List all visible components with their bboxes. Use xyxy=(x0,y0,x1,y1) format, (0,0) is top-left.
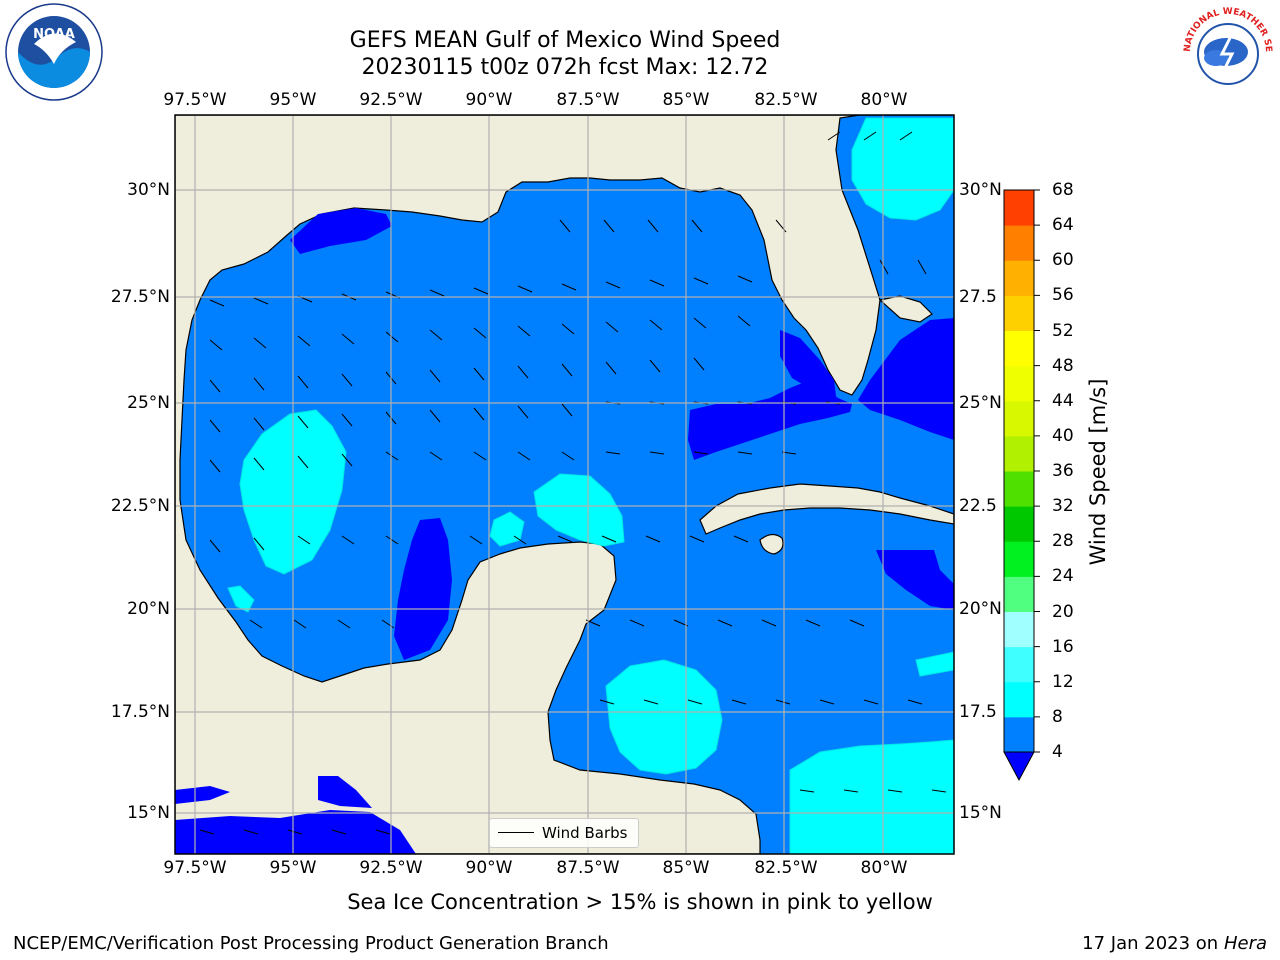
lon-tick-top: 80°W xyxy=(860,90,908,110)
lat-tick-right: 15°N xyxy=(959,803,1002,823)
map-frame xyxy=(174,114,955,855)
lat-tick-left: 15°N xyxy=(127,803,170,823)
colorbar-band xyxy=(1004,506,1034,542)
lon-tick-top: 82.5°W xyxy=(754,90,818,110)
lon-tick-top: 87.5°W xyxy=(556,90,620,110)
lat-tick-right: 30°N xyxy=(959,180,1002,200)
lon-tick-top: 85°W xyxy=(662,90,710,110)
colorbar-band xyxy=(1004,190,1034,226)
land-us-gulf-coast xyxy=(175,115,954,854)
land-bahamas xyxy=(878,295,933,323)
colorbar-band xyxy=(1004,576,1034,612)
lat-tick-right: 27.5 xyxy=(959,287,997,307)
lon-tick-bottom: 95°W xyxy=(269,858,317,878)
land-isla-juventud xyxy=(759,533,784,555)
lat-tick-left: 17.5°N xyxy=(110,702,170,722)
colorbar-tick-label: 64 xyxy=(1052,215,1074,236)
lat-tick-right: 22.5 xyxy=(959,496,997,516)
footer-date-text: 17 Jan 2023 on xyxy=(1082,933,1224,954)
colorbar-band xyxy=(1004,681,1034,718)
lon-tick-bottom: 87.5°W xyxy=(556,858,620,878)
colorbar-band xyxy=(1004,260,1034,296)
colorbar-tick-label: 56 xyxy=(1052,285,1074,306)
colorbar xyxy=(1003,189,1040,782)
lon-tick-bottom: 85°W xyxy=(662,858,710,878)
colorbar-band xyxy=(1004,611,1034,648)
legend-label: Wind Barbs xyxy=(542,824,628,842)
lat-tick-left: 20°N xyxy=(127,599,170,619)
wind-barb-legend-line xyxy=(498,832,534,833)
lat-tick-left: 27.5°N xyxy=(110,287,170,307)
lon-tick-bottom: 90°W xyxy=(465,858,513,878)
colorbar-tick-label: 36 xyxy=(1052,461,1074,481)
noaa-logo-text: NOAA xyxy=(33,27,75,42)
land-cuba xyxy=(699,483,954,535)
colorbar-tick-label: 52 xyxy=(1052,320,1074,341)
colorbar-band xyxy=(1004,295,1034,331)
lat-tick-left: 25°N xyxy=(127,393,170,413)
colorbar-tick-label: 44 xyxy=(1052,390,1074,411)
lon-tick-top: 97.5°W xyxy=(163,90,227,110)
lon-tick-top: 95°W xyxy=(269,90,317,110)
colorbar-band xyxy=(1004,471,1034,507)
colorbar-label: Wind Speed [m/s] xyxy=(1086,378,1110,566)
colorbar-tick-label: 4 xyxy=(1052,742,1063,762)
colorbar-tick-label: 8 xyxy=(1052,706,1063,727)
colorbar-band xyxy=(1004,716,1034,753)
chart-subtitle: 20230115 t00z 072h fcst Max: 12.72 xyxy=(361,55,769,80)
chart-title: GEFS MEAN Gulf of Mexico Wind Speed xyxy=(349,28,781,53)
footer-credit: NCEP/EMC/Verification Post Processing Pr… xyxy=(13,933,609,954)
colorbar-band xyxy=(1004,365,1034,402)
colorbar-tick-label: 60 xyxy=(1052,250,1074,271)
colorbar-band xyxy=(1004,225,1034,261)
colorbar-tick-label: 16 xyxy=(1052,636,1074,657)
colorbar-tick-label: 24 xyxy=(1052,566,1074,587)
noaa-logo-icon: NOAA xyxy=(5,3,103,101)
lat-tick-right: 25°N xyxy=(959,393,1002,413)
lat-tick-right: 20°N xyxy=(959,599,1002,619)
colorbar-tick-label: 68 xyxy=(1052,180,1074,200)
lon-tick-top: 90°W xyxy=(465,90,513,110)
colorbar-tick-label: 12 xyxy=(1052,671,1074,692)
lat-tick-left: 22.5°N xyxy=(110,496,170,516)
colorbar-band xyxy=(1004,400,1034,437)
footer-host: Hera xyxy=(1223,933,1267,954)
colorbar-tick-label: 48 xyxy=(1052,355,1074,376)
colorbar-band xyxy=(1004,330,1034,367)
colorbar-tick-label: 32 xyxy=(1052,496,1074,517)
lat-tick-right: 17.5 xyxy=(959,702,997,722)
colorbar-tick-label: 28 xyxy=(1052,531,1074,552)
lon-tick-bottom: 80°W xyxy=(860,858,908,878)
colorbar-tick-label: 20 xyxy=(1052,601,1074,622)
wind-barbs xyxy=(199,131,947,835)
sea-ice-note: Sea Ice Concentration > 15% is shown in … xyxy=(347,890,933,914)
footer-date: 17 Jan 2023 on Hera xyxy=(1082,933,1267,955)
colorbar-tick-label: 40 xyxy=(1052,425,1074,446)
lon-tick-bottom: 82.5°W xyxy=(754,858,818,878)
lon-tick-bottom: 92.5°W xyxy=(359,858,423,878)
map-legend: Wind Barbs xyxy=(489,818,639,848)
nws-logo-icon: NATIONAL WEATHER SERVICE xyxy=(1178,2,1276,100)
land xyxy=(175,115,954,854)
colorbar-band xyxy=(1004,435,1034,472)
gridlines xyxy=(175,115,954,854)
lat-tick-left: 30°N xyxy=(127,180,170,200)
colorbar-extend-arrow xyxy=(1003,751,1035,782)
lon-tick-top: 92.5°W xyxy=(359,90,423,110)
colorbar-band xyxy=(1004,646,1034,683)
colorbar-band xyxy=(1004,541,1034,577)
lon-tick-bottom: 97.5°W xyxy=(163,858,227,878)
